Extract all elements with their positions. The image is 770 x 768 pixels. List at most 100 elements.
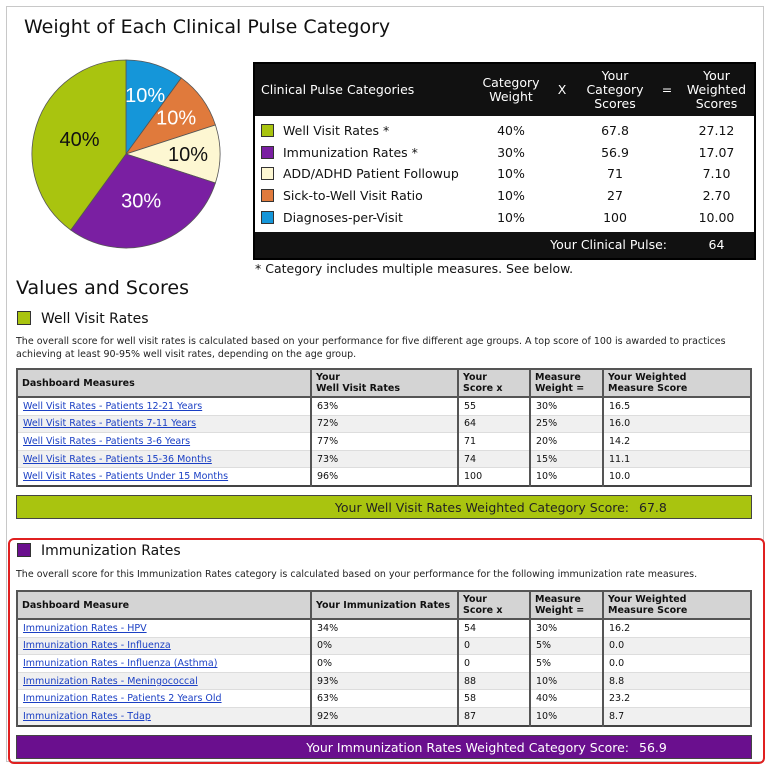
weighted-score: 10.00 (679, 206, 755, 232)
category-swatch (261, 210, 274, 224)
multiply-cell (549, 184, 575, 207)
rate-cell: 93% (310, 672, 459, 691)
category-swatch (261, 124, 274, 138)
immunization-measure-link[interactable]: Immunization Rates - Tdap (23, 710, 151, 722)
well-visit-header-3: Measure Weight = (529, 368, 604, 398)
well-visit-measure-link[interactable]: Well Visit Rates - Patients 3-6 Years (23, 435, 191, 447)
table-row: Well Visit Rates - Patients Under 15 Mon… (16, 467, 752, 487)
immunization-section-title: Immunization Rates (41, 543, 181, 559)
pie-slice-label: 30% (121, 190, 161, 212)
rate-cell: 0% (310, 637, 459, 656)
table-row: Immunization Rates - HPV 34% 54 30% 16.2 (16, 619, 752, 638)
rate-cell: 77% (310, 432, 459, 451)
measure-name-cell: Immunization Rates - Patients 2 Years Ol… (16, 689, 312, 708)
well-visit-measure-link[interactable]: Well Visit Rates - Patients 7-11 Years (23, 418, 197, 430)
score-cell: 87 (457, 707, 531, 727)
rate-cell: 0% (310, 654, 459, 673)
immunization-header-0: Dashboard Measure (16, 590, 312, 620)
pie-slice-label: 40% (59, 129, 99, 151)
category-score: 71 (575, 163, 655, 185)
weighted-score: 2.70 (679, 184, 755, 207)
category-score: 27 (575, 184, 655, 207)
weighted-score-cell: 8.7 (602, 707, 752, 727)
weighted-score-cell: 23.2 (602, 689, 752, 708)
category-weight: 40% (473, 116, 549, 142)
measure-name-cell: Well Visit Rates - Patients 12-21 Years (16, 397, 312, 416)
multiply-cell (549, 163, 575, 185)
well-visit-measure-link[interactable]: Well Visit Rates - Patients Under 15 Mon… (23, 471, 229, 483)
category-name: Immunization Rates * (283, 144, 418, 160)
pie-slice (70, 153, 216, 249)
score-cell: 0 (457, 637, 531, 656)
summary-row: Well Visit Rates * 40% 67.8 27.12 (254, 116, 755, 142)
category-weight: 10% (473, 206, 549, 232)
score-cell: 55 (457, 397, 531, 416)
immunization-score-label: Your Immunization Rates Weighted Categor… (306, 740, 629, 755)
immunization-header-3: Measure Weight = (529, 590, 604, 620)
immunization-measure-link[interactable]: Immunization Rates - Meningococcal (23, 675, 198, 687)
score-cell: 64 (457, 415, 531, 434)
category-swatch (261, 189, 274, 203)
well-visit-header-4: Your Weighted Measure Score (602, 368, 752, 398)
weight-cell: 30% (529, 397, 604, 416)
weight-cell: 10% (529, 707, 604, 727)
multiply-cell (549, 116, 575, 142)
rate-cell: 34% (310, 619, 459, 638)
table-row: Immunization Rates - Patients 2 Years Ol… (16, 689, 752, 708)
equals-cell (655, 184, 679, 207)
table-row: Well Visit Rates - Patients 12-21 Years 6… (16, 397, 752, 416)
summary-category-cell: Diagnoses-per-Visit (254, 206, 473, 232)
table-row: Immunization Rates - Influenza (Asthma) 0… (16, 654, 752, 673)
weight-cell: 15% (529, 450, 604, 469)
category-score: 100 (575, 206, 655, 232)
table-row: Well Visit Rates - Patients 7-11 Years 72… (16, 415, 752, 434)
summary-category-cell: Immunization Rates * (254, 141, 473, 164)
page-title: Weight of Each Clinical Pulse Category (24, 16, 391, 38)
well-visit-measure-link[interactable]: Well Visit Rates - Patients 15-36 Months (23, 453, 212, 465)
score-cell: 88 (457, 672, 531, 691)
category-name: ADD/ADHD Patient Followup (283, 166, 459, 182)
well-visit-measure-link[interactable]: Well Visit Rates - Patients 12-21 Years (23, 400, 203, 412)
rate-cell: 63% (310, 397, 459, 416)
category-score: 67.8 (575, 116, 655, 142)
rate-cell: 73% (310, 450, 459, 469)
category-name: Diagnoses-per-Visit (283, 209, 403, 225)
summary-row: Sick-to-Well Visit Ratio 10% 27 2.70 (254, 184, 755, 207)
immunization-header-2: Your Score x (457, 590, 531, 620)
weight-cell: 30% (529, 619, 604, 638)
clinical-pulse-summary-table: Clinical Pulse Categories Category Weigh… (253, 62, 756, 260)
well-visit-score-value: 67.8 (639, 500, 667, 515)
table-row: Immunization Rates - Tdap 92% 87 10% 8.7 (16, 707, 752, 727)
measure-name-cell: Well Visit Rates - Patients Under 15 Mon… (16, 467, 312, 487)
immunization-highlight-box (8, 538, 765, 764)
weighted-score-cell: 0.0 (602, 637, 752, 656)
immunization-measure-link[interactable]: Immunization Rates - Influenza (23, 640, 171, 652)
rate-cell: 92% (310, 707, 459, 727)
pie-slice (31, 59, 127, 231)
immunization-measure-link[interactable]: Immunization Rates - Patients 2 Years Ol… (23, 693, 222, 705)
multiply-cell (549, 141, 575, 164)
well-visit-category-score-bar: Your Well Visit Rates Weighted Category … (16, 495, 752, 519)
values-scores-title: Values and Scores (16, 277, 190, 299)
category-weight-pie-chart: 10%10%10%30%40% (31, 59, 221, 249)
immunization-measure-link[interactable]: Immunization Rates - Influenza (Asthma) (23, 657, 218, 669)
footnote: * Category includes multiple measures. S… (255, 261, 574, 276)
weighted-score-cell: 16.0 (602, 415, 752, 434)
weight-cell: 10% (529, 672, 604, 691)
weight-cell: 10% (529, 467, 604, 487)
immunization-measure-link[interactable]: Immunization Rates - HPV (23, 622, 147, 634)
category-swatch (261, 167, 274, 181)
header-categories: Clinical Pulse Categories (261, 82, 415, 97)
well-visit-description: The overall score for well visit rates i… (16, 336, 726, 360)
measure-name-cell: Well Visit Rates - Patients 7-11 Years (16, 415, 312, 434)
measure-name-cell: Well Visit Rates - Patients 15-36 Months (16, 450, 312, 469)
measure-name-cell: Immunization Rates - Tdap (16, 707, 312, 727)
immunization-swatch (17, 543, 31, 557)
weight-cell: 5% (529, 654, 604, 673)
well-visit-header-1: Your Well Visit Rates (310, 368, 459, 398)
measure-name-cell: Immunization Rates - Influenza (Asthma) (16, 654, 312, 673)
equals-cell (655, 163, 679, 185)
category-weight: 10% (473, 184, 549, 207)
weighted-score-cell: 11.1 (602, 450, 752, 469)
score-cell: 71 (457, 432, 531, 451)
